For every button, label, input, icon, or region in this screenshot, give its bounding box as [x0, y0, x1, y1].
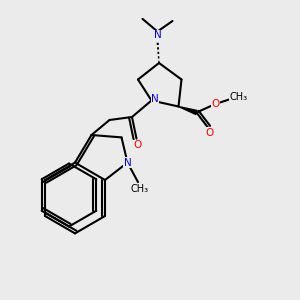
Text: O: O — [133, 140, 141, 150]
Text: CH₃: CH₃ — [130, 184, 148, 194]
Text: N: N — [124, 158, 131, 168]
Text: N: N — [154, 30, 161, 40]
Text: O: O — [205, 128, 214, 138]
Polygon shape — [178, 106, 197, 115]
Text: CH₃: CH₃ — [229, 92, 247, 102]
Text: N: N — [151, 94, 159, 104]
Text: O: O — [212, 99, 220, 109]
